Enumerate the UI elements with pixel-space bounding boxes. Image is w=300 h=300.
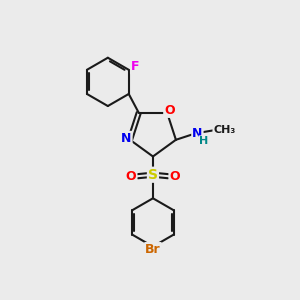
Text: O: O (169, 170, 180, 183)
Text: O: O (164, 104, 175, 117)
Text: N: N (121, 132, 132, 145)
Text: N: N (192, 127, 203, 140)
Text: CH₃: CH₃ (213, 125, 236, 135)
Text: O: O (126, 170, 136, 183)
Text: S: S (148, 168, 158, 182)
Text: Br: Br (145, 243, 161, 256)
Text: H: H (199, 136, 208, 146)
Text: F: F (131, 60, 140, 74)
